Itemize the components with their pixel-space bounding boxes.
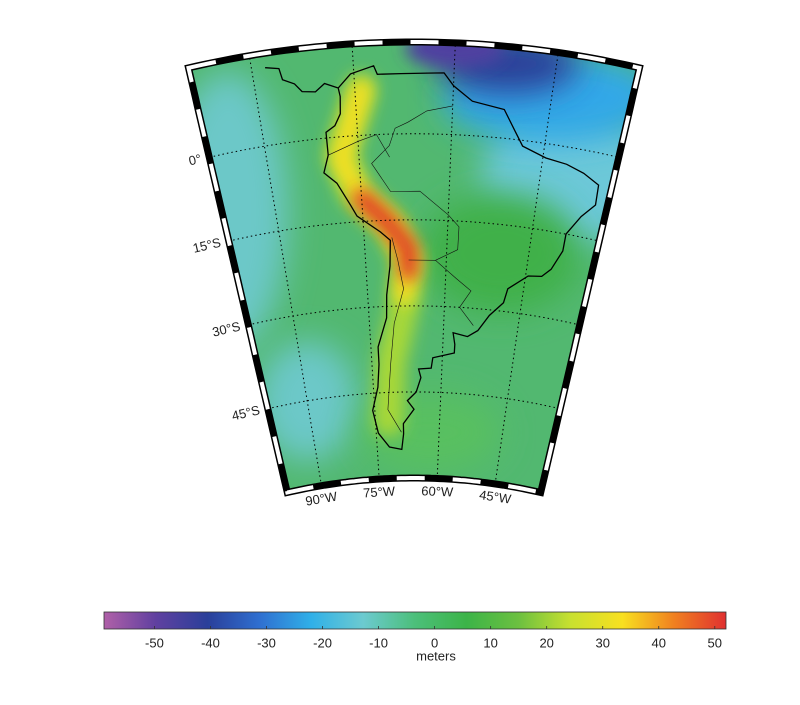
meridian bbox=[248, 55, 322, 486]
colorbar-tick-label: 40 bbox=[652, 635, 666, 650]
colorbar-tick-label: -30 bbox=[257, 635, 276, 650]
field-shade bbox=[421, 193, 582, 314]
meridian bbox=[351, 43, 380, 480]
parallel bbox=[248, 305, 580, 326]
parallel-label: 0° bbox=[187, 151, 203, 168]
map: 0° 15°S 30°S 45°S 90°W 75°W 60°W 45°W bbox=[184, 38, 644, 509]
field-shade bbox=[188, 71, 288, 352]
parallel-label: 15°S bbox=[191, 235, 222, 256]
border bbox=[328, 134, 390, 158]
parallel bbox=[228, 219, 600, 242]
border bbox=[387, 237, 404, 433]
colorbar-tick-label: -40 bbox=[201, 635, 220, 650]
map-field bbox=[188, 42, 640, 493]
meridian-label: 60°W bbox=[421, 483, 454, 499]
meridian-label: 75°W bbox=[363, 484, 397, 501]
colorbar-label: meters bbox=[416, 648, 456, 663]
field-shade bbox=[405, 42, 506, 69]
border bbox=[371, 105, 460, 261]
meridian bbox=[494, 52, 559, 484]
map-frame-dash bbox=[186, 40, 642, 495]
border bbox=[435, 260, 474, 326]
colorbar-tick-label: 10 bbox=[483, 635, 497, 650]
parallel-label: 45°S bbox=[230, 402, 261, 423]
colorbar-tick-label: -10 bbox=[369, 635, 388, 650]
colorbar-tick-label: 20 bbox=[539, 635, 553, 650]
colorbar-tick-label: -20 bbox=[313, 635, 332, 650]
colorbar-tick-label: 30 bbox=[595, 635, 609, 650]
coastline bbox=[265, 64, 600, 451]
colorbar-tick-label: 0 bbox=[431, 635, 438, 650]
colorbar-tick-label: 50 bbox=[708, 635, 722, 650]
colorbar-tick-label: -50 bbox=[145, 635, 164, 650]
meridian-label: 45°W bbox=[478, 487, 512, 507]
colorbar bbox=[103, 611, 727, 630]
meridian-label: 90°W bbox=[304, 489, 339, 509]
meridian bbox=[436, 42, 456, 479]
parallel bbox=[209, 133, 619, 158]
parallel-label: 30°S bbox=[211, 319, 242, 340]
